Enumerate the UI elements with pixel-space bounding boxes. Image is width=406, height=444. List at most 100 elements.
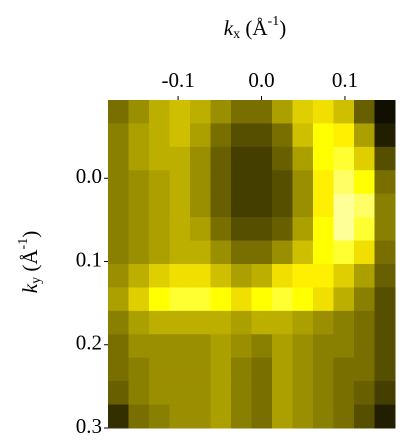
heat-cell xyxy=(333,357,355,382)
heat-cell xyxy=(108,310,129,335)
heat-cell xyxy=(313,100,334,124)
heat-cell xyxy=(251,123,273,148)
heat-cell xyxy=(231,381,252,406)
heat-cell xyxy=(251,170,273,195)
heat-cell xyxy=(333,193,355,218)
heat-cell xyxy=(149,240,170,265)
heat-cell xyxy=(251,404,273,429)
heat-cell xyxy=(149,357,170,382)
heat-cell xyxy=(292,100,314,124)
heat-cell xyxy=(374,100,396,124)
y-tick-label: 0.1 xyxy=(76,247,102,271)
heat-cell xyxy=(272,100,293,124)
heat-cell xyxy=(374,357,396,382)
heat-cell xyxy=(149,264,170,288)
heat-cell xyxy=(149,381,170,406)
heat-cell xyxy=(128,287,150,312)
heat-cell xyxy=(108,146,129,171)
heat-cell xyxy=(190,193,211,218)
heat-cell xyxy=(251,310,273,335)
heat-cell xyxy=(210,100,232,124)
heat-cell xyxy=(231,287,252,312)
heat-cell xyxy=(149,123,170,148)
heat-cell xyxy=(190,100,211,124)
heat-cell xyxy=(333,146,355,171)
x-label-sub: x xyxy=(233,27,240,42)
heat-cell xyxy=(313,170,334,195)
heat-cell xyxy=(231,100,252,124)
heat-cell xyxy=(272,217,293,242)
heat-cell xyxy=(190,287,211,312)
heat-cell xyxy=(292,310,314,335)
x-label-unit: (Å xyxy=(240,16,268,40)
y-tick-label: 0.0 xyxy=(76,164,102,188)
heat-cell xyxy=(272,170,293,195)
x-tick-label: 0.1 xyxy=(332,68,358,92)
heat-cell xyxy=(292,287,314,312)
y-label-unit: (Å xyxy=(18,249,42,277)
heat-cell xyxy=(169,404,191,429)
heat-cell xyxy=(251,100,273,124)
heat-cell xyxy=(149,334,170,359)
heat-cell xyxy=(210,170,232,195)
heat-cell xyxy=(333,240,355,265)
heat-cell xyxy=(210,146,232,171)
y-axis-label: ky (Å-1) xyxy=(16,231,44,293)
x-label-exp: -1 xyxy=(268,14,280,29)
heat-cell xyxy=(210,310,232,335)
heat-cell xyxy=(108,193,129,218)
heat-cell xyxy=(251,193,273,218)
heat-cell xyxy=(231,357,252,382)
heat-cell xyxy=(354,264,375,288)
heat-cell xyxy=(108,100,129,124)
heat-cell xyxy=(272,264,293,288)
heat-cell xyxy=(374,170,396,195)
heat-cell xyxy=(313,217,334,242)
heat-cell xyxy=(313,240,334,265)
heat-cell xyxy=(190,123,211,148)
heat-cell xyxy=(374,381,396,406)
heat-cell xyxy=(108,404,129,429)
heat-cell xyxy=(374,146,396,171)
heat-cell xyxy=(149,170,170,195)
heat-cell xyxy=(128,146,150,171)
heat-cell xyxy=(333,334,355,359)
heat-cell xyxy=(190,217,211,242)
heat-cell xyxy=(333,381,355,406)
heat-cell xyxy=(128,334,150,359)
heat-cell xyxy=(128,217,150,242)
heat-cell xyxy=(128,123,150,148)
heat-cell xyxy=(169,381,191,406)
heat-cell xyxy=(190,146,211,171)
heat-cell xyxy=(149,193,170,218)
heat-cell xyxy=(292,193,314,218)
heat-cell xyxy=(272,334,293,359)
heat-cell xyxy=(190,381,211,406)
heat-cell xyxy=(292,357,314,382)
y-tick-label: 0.3 xyxy=(76,414,102,438)
heat-cell xyxy=(231,170,252,195)
heat-cell xyxy=(251,146,273,171)
heat-cell xyxy=(108,123,129,148)
heat-cell xyxy=(333,310,355,335)
heat-cell xyxy=(149,287,170,312)
heat-cell xyxy=(333,287,355,312)
heat-cell xyxy=(128,193,150,218)
heat-cell xyxy=(292,264,314,288)
heat-cell xyxy=(272,240,293,265)
heat-cell xyxy=(251,264,273,288)
heat-cell xyxy=(231,310,252,335)
heat-cell xyxy=(128,100,150,124)
heat-cell xyxy=(169,170,191,195)
heat-cell xyxy=(272,193,293,218)
heat-cell xyxy=(149,404,170,429)
heat-cell xyxy=(210,123,232,148)
heat-cell xyxy=(313,287,334,312)
heat-cell xyxy=(149,100,170,124)
heat-cell xyxy=(128,170,150,195)
heat-cell xyxy=(292,217,314,242)
heat-cell xyxy=(108,240,129,265)
heat-cell xyxy=(231,264,252,288)
heat-cell xyxy=(108,170,129,195)
heat-cell xyxy=(231,193,252,218)
